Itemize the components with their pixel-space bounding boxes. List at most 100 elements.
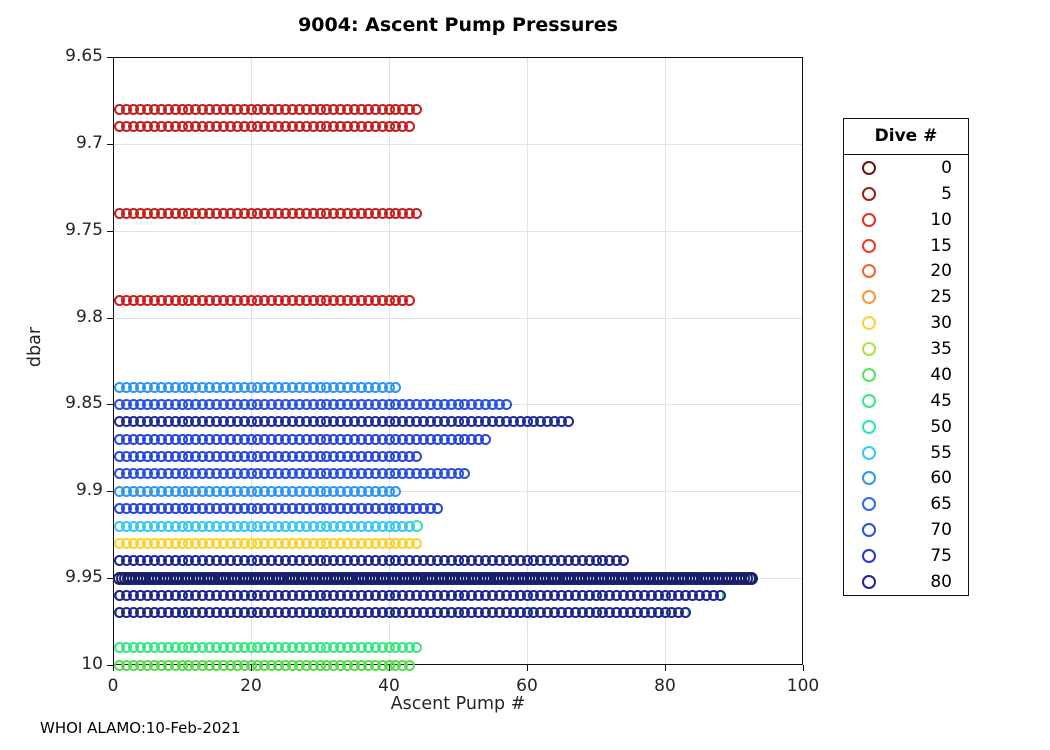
legend-marker-circle-icon [862, 316, 876, 331]
legend-marker-circle-icon [862, 160, 876, 175]
legend-entry-label: 25 [930, 287, 952, 308]
gridline-vertical [389, 58, 390, 664]
legend: Dive # 0 5 10 15 20 25 30 35 40 45 50 55 60 65 70 75 80 [843, 118, 969, 596]
data-point-marker [404, 120, 416, 132]
legend-entry-label: 55 [930, 442, 952, 463]
legend-marker-circle-icon [862, 367, 876, 382]
legend-entry-label: 0 [941, 157, 952, 178]
footer-note: WHOI ALAMO:10-Feb-2021 [40, 719, 241, 737]
data-point-marker [411, 451, 423, 463]
legend-entry-label: 10 [930, 209, 952, 230]
legend-entry-label: 45 [930, 390, 952, 411]
y-tick-label: 9.75 [65, 219, 103, 240]
legend-entry-label: 40 [930, 364, 952, 385]
legend-entry: 60 [844, 466, 968, 491]
x-tick-label: 80 [654, 676, 676, 696]
data-point-marker [411, 207, 423, 219]
y-tick-mark [107, 578, 113, 580]
x-tick-mark [665, 665, 666, 671]
y-tick-mark [107, 230, 113, 232]
y-axis-label: dbar [25, 326, 45, 368]
legend-entry-label: 70 [930, 520, 952, 541]
y-tick-label: 10 [81, 654, 103, 674]
gridline-vertical [527, 58, 528, 664]
gridline-horizontal [114, 317, 802, 319]
y-tick-label: 9.85 [65, 393, 103, 414]
data-point-marker [390, 485, 402, 497]
legend-marker-circle-icon [862, 574, 876, 589]
x-tick-label: 100 [786, 676, 820, 696]
legend-entry-label: 60 [930, 468, 952, 489]
data-point-marker [480, 433, 492, 445]
legend-entry-label: 75 [930, 546, 952, 567]
x-axis-label: Ascent Pump # [390, 694, 526, 714]
y-tick-mark [107, 317, 113, 319]
y-tick-mark [107, 404, 113, 406]
marker-layer [113, 57, 803, 671]
legend-entry-label: 30 [930, 313, 952, 334]
legend-marker-circle-icon [862, 186, 876, 201]
legend-entry-label: 50 [930, 416, 952, 437]
legend-entry: 15 [844, 233, 968, 258]
legend-entry-label: 15 [930, 235, 952, 256]
legend-entry: 70 [844, 518, 968, 543]
data-point-marker [459, 468, 471, 480]
data-point-marker [714, 590, 726, 601]
x-tick-label: 40 [378, 676, 400, 696]
legend-entry: 5 [844, 181, 968, 206]
legend-marker-circle-icon [862, 212, 876, 227]
legend-marker-circle-icon [862, 497, 876, 512]
chart-title: 9004: Ascent Pump Pressures [298, 14, 618, 36]
legend-marker-circle-icon [862, 264, 876, 279]
data-point-marker [745, 571, 759, 585]
legend-entry: 50 [844, 414, 968, 439]
legend-entry-label: 5 [941, 183, 952, 204]
legend-entry: 35 [844, 337, 968, 362]
legend-entry: 65 [844, 492, 968, 517]
legend-entry: 30 [844, 311, 968, 336]
legend-entry: 0 [844, 155, 968, 180]
y-tick-mark [107, 491, 113, 493]
legend-entry-label: 65 [930, 494, 952, 515]
data-point-marker [500, 398, 512, 410]
legend-marker-circle-icon [862, 549, 876, 564]
data-point-marker [411, 537, 423, 549]
x-tick-mark [389, 665, 390, 671]
data-point-marker [562, 416, 574, 428]
y-tick-label: 9.8 [75, 306, 103, 327]
data-point-marker [618, 555, 630, 567]
legend-entry: 55 [844, 440, 968, 465]
legend-marker-circle-icon [862, 419, 876, 434]
x-tick-mark [803, 665, 804, 671]
legend-marker-circle-icon [862, 471, 876, 486]
data-point-marker [404, 520, 416, 532]
x-tick-label: 60 [516, 676, 538, 696]
y-tick-label: 9.95 [65, 567, 103, 588]
y-tick-label: 9.7 [75, 132, 103, 153]
x-tick-mark [527, 665, 528, 671]
data-point-marker [680, 607, 692, 619]
legend-entry: 75 [844, 544, 968, 569]
x-tick-label: 20 [240, 676, 262, 696]
legend-entry: 10 [844, 207, 968, 232]
gridline-horizontal [114, 491, 802, 493]
legend-entry: 25 [844, 285, 968, 310]
gridline-horizontal [114, 143, 802, 145]
y-tick-label: 9.65 [65, 46, 103, 66]
x-tick-mark [251, 665, 252, 671]
y-tick-mark [107, 57, 113, 58]
legend-entry: 20 [844, 259, 968, 284]
legend-marker-circle-icon [862, 238, 876, 253]
y-tick-mark [107, 665, 113, 666]
legend-marker-circle-icon [862, 290, 876, 305]
legend-entry-label: 80 [930, 571, 952, 592]
legend-entry: 45 [844, 388, 968, 413]
data-point-marker [404, 294, 416, 306]
legend-marker-circle-icon [862, 523, 876, 538]
legend-entries: 0 5 10 15 20 25 30 35 40 45 50 55 60 65 70 75 80 [844, 155, 968, 595]
data-point-marker [390, 381, 402, 393]
gridline-vertical [665, 58, 666, 664]
y-tick-mark [107, 143, 113, 145]
data-point-marker [411, 642, 423, 654]
